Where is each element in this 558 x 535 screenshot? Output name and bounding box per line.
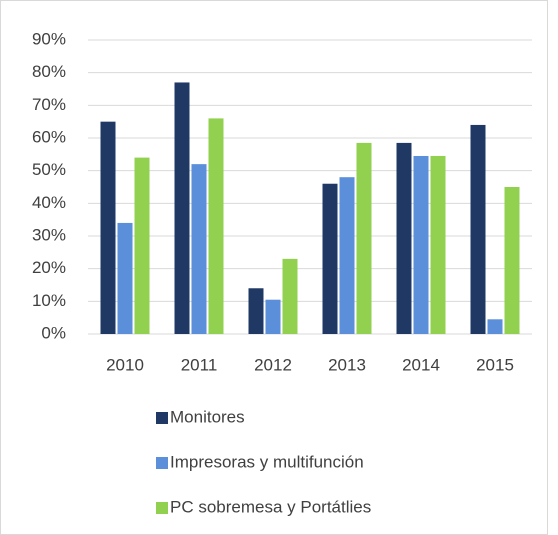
bar [396,142,412,334]
x-tick-label: 2012 [254,355,292,374]
x-tick-label: 2011 [181,355,218,374]
legend-label: Impresoras y multifunción [170,452,364,471]
bar [322,183,338,334]
bar [174,82,190,334]
bar [339,177,355,334]
x-tick-label: 2013 [328,355,366,374]
legend-swatch [156,502,168,514]
bar [208,118,224,335]
legend-swatch [156,457,168,469]
y-tick-label: 30% [32,225,66,244]
x-tick-label: 2015 [476,355,514,374]
legend-label: PC sobremesa y Portátlies [170,497,371,516]
bar [100,121,116,335]
y-tick-label: 60% [32,127,66,146]
y-tick-label: 90% [32,29,66,48]
y-tick-label: 80% [32,62,66,81]
bar [117,222,133,334]
bar [430,155,446,334]
bar [248,288,264,334]
bar [504,187,520,334]
bar [282,258,298,334]
y-tick-label: 20% [32,258,66,277]
legend-label: Monitores [170,407,245,426]
bar [413,155,429,334]
bar [265,299,281,334]
y-tick-label: 50% [32,160,66,179]
legend-swatch [156,412,168,424]
x-tick-label: 2010 [106,355,144,374]
bar [487,319,503,334]
bar [134,157,150,334]
bar [470,124,486,334]
x-tick-label: 2014 [402,355,440,374]
y-tick-label: 40% [32,193,66,212]
bar [191,164,207,334]
y-tick-label: 70% [32,95,66,114]
y-tick-label: 0% [41,323,66,342]
y-tick-label: 10% [32,291,66,310]
bar [356,142,372,334]
